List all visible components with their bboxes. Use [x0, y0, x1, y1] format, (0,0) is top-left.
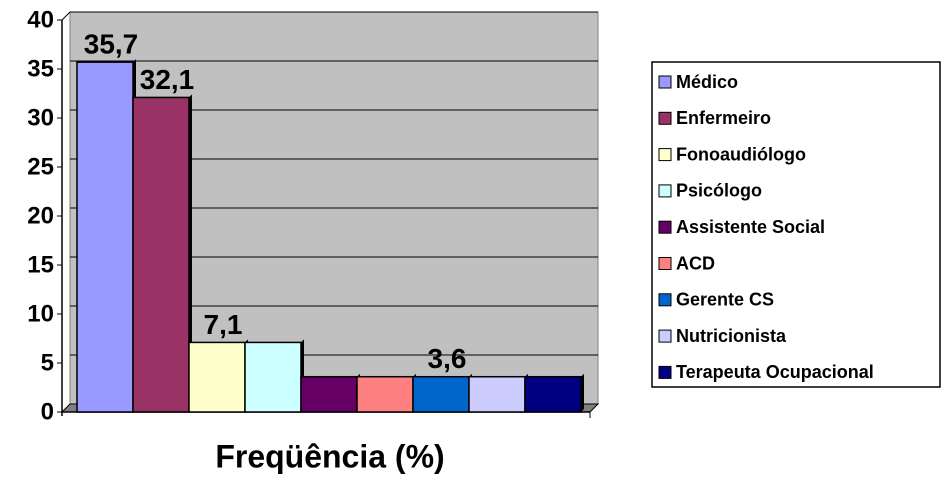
legend-label: Gerente CS: [676, 290, 774, 310]
data-label: 3,6: [428, 343, 467, 374]
y-tick-label: 25: [27, 153, 54, 180]
bar: [356, 375, 414, 413]
legend-swatch: [658, 293, 672, 307]
legend-label: Nutricionista: [676, 326, 787, 346]
legend-swatch: [658, 220, 672, 234]
legend-label: Assistente Social: [676, 217, 825, 237]
y-tick-label: 15: [27, 251, 54, 278]
legend-label: Psicólogo: [676, 181, 762, 201]
data-label: 32,1: [140, 64, 195, 95]
data-label: 35,7: [84, 29, 139, 60]
data-label: 7,1: [204, 309, 243, 340]
bar: [468, 375, 526, 413]
legend-label: Fonoaudiólogo: [676, 144, 806, 164]
y-tick-label: 0: [41, 398, 54, 425]
legend-swatch: [658, 365, 672, 379]
y-tick-label: 10: [27, 300, 54, 327]
y-tick-label: 35: [27, 55, 54, 82]
legend-swatch: [658, 111, 672, 125]
legend-label: Enfermeiro: [676, 108, 771, 128]
x-tick-label: Freqüência (%): [215, 438, 444, 474]
y-tick-label: 20: [27, 202, 54, 229]
legend-label: Terapeuta Ocupacional: [676, 362, 874, 382]
legend-swatch: [658, 329, 672, 343]
y-tick-label: 40: [27, 6, 54, 33]
bar: [76, 61, 134, 413]
legend-label: ACD: [676, 253, 715, 273]
bar-side: [581, 373, 584, 412]
bar: [300, 375, 358, 413]
bar-side: [189, 94, 192, 413]
legend-label: Médico: [676, 72, 738, 92]
bar: [524, 375, 582, 413]
legend-swatch: [658, 184, 672, 198]
legend-swatch: [658, 148, 672, 162]
bar: [132, 96, 190, 413]
bar: [412, 375, 470, 413]
legend-swatch: [658, 257, 672, 270]
y-tick-label: 30: [27, 104, 54, 131]
bar: [244, 341, 302, 413]
legend-box: [651, 61, 941, 388]
legend-swatch: [658, 75, 672, 89]
bar: [188, 341, 246, 413]
y-tick-label: 5: [41, 349, 54, 376]
y-axis-3d: [61, 11, 71, 21]
